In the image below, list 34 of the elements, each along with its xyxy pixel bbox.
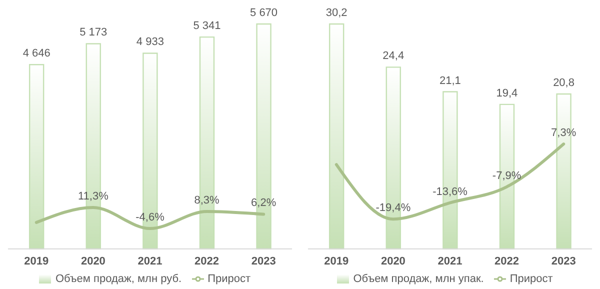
data-label: 21,1 [439,74,461,87]
data-label: -13,6% [432,186,468,198]
data-label: -7,9% [492,170,522,182]
x-tick-label: 2021 [438,256,462,268]
x-tick-label: 2022 [494,256,520,268]
legend-label: Прирост [510,272,553,285]
data-label: 4 646 [22,48,50,60]
data-label: 20,8 [553,77,574,90]
x-tick-label: 2023 [251,256,276,268]
x-tick-label: 2020 [380,256,406,268]
data-label: -19,4% [376,202,411,214]
data-label: 5 341 [193,20,221,32]
legend-label: Объем продаж, млн руб. [55,272,182,285]
legend-label: Прирост [208,272,251,285]
x-tick-label: 2019 [324,256,349,268]
data-label: 11,3% [78,190,109,202]
data-label: 7,3% [551,127,576,140]
bar [28,64,44,250]
data-label: -4,6% [136,212,165,224]
data-label: 8,3% [194,194,220,206]
data-label: 5 173 [80,26,108,39]
data-label: 6,2% [251,197,276,210]
x-tick-label: 2023 [551,256,576,268]
x-tick-label: 2022 [194,256,220,268]
bar [328,23,344,250]
data-label: 5 670 [250,7,278,19]
legend-label: Объем продаж, млн упак. [353,272,484,285]
data-label: 30,2 [326,7,348,19]
x-tick-label: 2021 [138,256,162,268]
x-tick-label: 2020 [80,256,106,268]
data-label: 4 933 [136,36,164,48]
data-label: 24,4 [382,50,404,62]
data-label: 19,4 [496,87,518,100]
x-tick-label: 2019 [24,256,49,268]
